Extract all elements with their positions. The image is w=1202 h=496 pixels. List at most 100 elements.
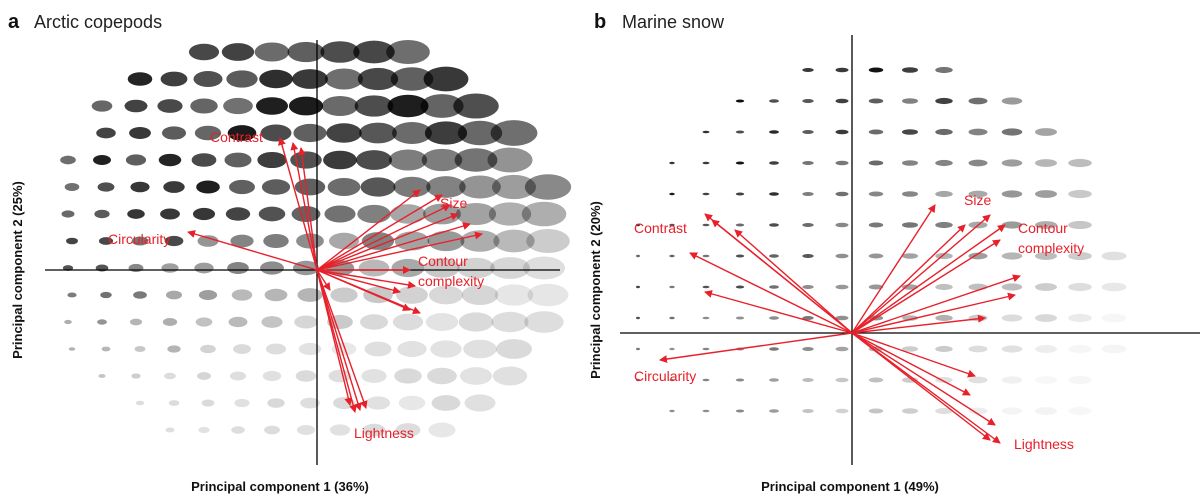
feature-label: Contour — [1018, 220, 1068, 236]
thumbnail — [420, 94, 464, 118]
thumbnail — [735, 285, 745, 289]
thumbnail — [223, 97, 253, 115]
thumbnail — [802, 253, 814, 259]
thumbnail — [394, 368, 422, 384]
thumbnail — [835, 315, 849, 321]
thumbnail — [197, 372, 211, 380]
thumbnail — [490, 120, 538, 146]
thumbnail — [261, 179, 291, 195]
thumbnail — [669, 254, 675, 258]
thumbnail — [1068, 189, 1092, 199]
panel-letter: b — [594, 11, 606, 33]
thumbnail — [1101, 282, 1127, 292]
loading-arrow — [316, 231, 483, 271]
thumbnail — [231, 426, 245, 434]
thumbnail — [163, 181, 185, 193]
thumbnail — [392, 122, 432, 144]
loading-arrow — [851, 224, 1006, 334]
thumbnail — [61, 210, 75, 218]
thumbnail — [66, 237, 78, 245]
thumbnail — [1001, 283, 1023, 291]
thumbnail — [393, 176, 431, 198]
thumbnail — [526, 228, 570, 254]
feature-label: Lightness — [354, 425, 414, 441]
thumbnail — [164, 235, 184, 247]
thumbnail — [968, 159, 988, 167]
thumbnail — [265, 343, 287, 355]
loading-arrow — [851, 204, 936, 334]
thumbnail — [457, 257, 495, 279]
thumbnail — [868, 67, 884, 73]
thumbnail — [669, 285, 675, 289]
thumbnail — [260, 261, 284, 275]
thumbnail — [968, 252, 988, 260]
thumbnail — [229, 179, 255, 195]
thumbnail — [453, 93, 499, 119]
thumbnail — [226, 70, 258, 88]
thumbnail — [636, 316, 640, 320]
feature-label: Contrast — [634, 220, 687, 236]
thumbnail — [459, 367, 493, 385]
thumbnail — [769, 378, 779, 382]
thumbnail — [835, 408, 849, 414]
feature-label: Lightness — [1014, 436, 1074, 452]
thumbnail — [702, 347, 710, 351]
thumbnail — [358, 259, 390, 277]
thumbnail — [357, 67, 399, 91]
thumbnail — [227, 125, 257, 141]
thumbnail — [769, 130, 779, 134]
thumbnail — [287, 41, 325, 63]
thumbnail — [968, 283, 988, 291]
thumbnail — [968, 128, 988, 136]
thumbnail — [868, 129, 884, 135]
thumbnail — [669, 378, 675, 382]
thumbnail — [193, 71, 223, 87]
thumbnail — [68, 347, 76, 351]
loading-arrow — [187, 230, 318, 271]
thumbnail — [1001, 407, 1023, 415]
thumbnail — [261, 316, 283, 328]
thumbnail — [355, 150, 393, 170]
thumbnail — [524, 174, 572, 200]
thumbnail — [802, 191, 814, 197]
loading-arrow — [851, 332, 996, 426]
thumbnail — [201, 399, 215, 407]
thumbnail — [228, 316, 248, 328]
thumbnail — [221, 43, 255, 61]
thumbnail — [802, 408, 814, 414]
thumbnail — [902, 315, 918, 321]
thumbnail — [259, 69, 293, 89]
thumbnail — [234, 398, 250, 408]
thumbnail — [769, 223, 779, 227]
thumbnail — [968, 97, 988, 105]
thumbnail — [227, 262, 249, 274]
thumbnail — [198, 289, 218, 301]
thumbnail — [124, 99, 148, 113]
thumbnail — [1001, 128, 1023, 136]
thumbnail — [296, 425, 316, 435]
thumbnail — [323, 150, 357, 170]
thumbnail — [702, 285, 710, 289]
loading-arrow — [851, 239, 1001, 334]
thumbnail — [1035, 376, 1057, 384]
thumbnail — [1034, 128, 1058, 136]
thumbnail — [1068, 251, 1092, 261]
loading-arrow — [851, 214, 991, 334]
thumbnail — [64, 319, 72, 325]
thumbnail — [288, 96, 324, 116]
thumbnail — [321, 95, 359, 117]
thumbnail — [735, 254, 745, 258]
thumbnail — [1034, 283, 1058, 291]
thumbnail — [357, 204, 391, 224]
thumbnail — [935, 407, 953, 415]
thumbnail — [362, 423, 386, 437]
thumbnail — [491, 174, 537, 200]
thumbnail — [294, 315, 318, 329]
loading-arrow — [316, 212, 459, 271]
thumbnail — [835, 346, 849, 352]
thumbnail — [868, 160, 884, 166]
thumbnail — [160, 208, 180, 220]
thumbnail — [431, 395, 461, 411]
thumbnail — [1068, 220, 1092, 230]
